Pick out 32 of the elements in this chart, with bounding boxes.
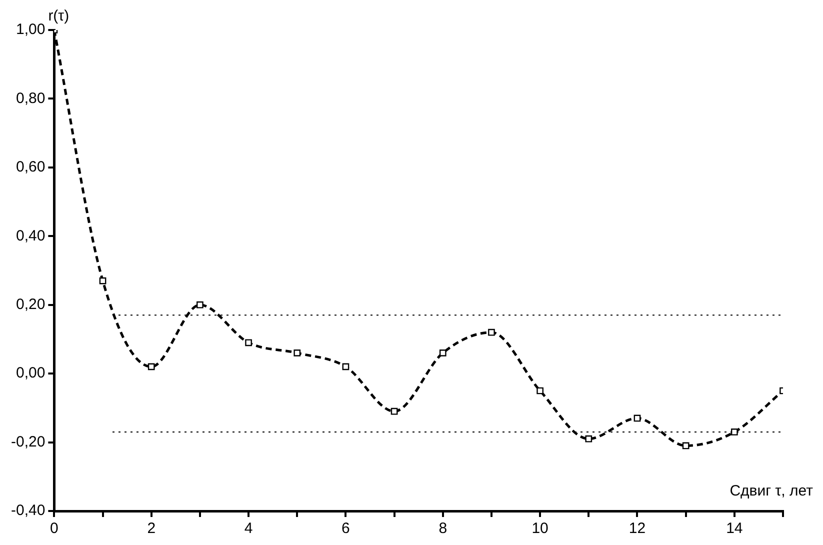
y-tick-label: -0,40 bbox=[10, 502, 46, 520]
y-tick-label: 0,80 bbox=[16, 90, 46, 107]
y-tick-label: -0,20 bbox=[10, 433, 46, 450]
x-tick-label: 2 bbox=[147, 520, 156, 538]
x-tick-label: 8 bbox=[438, 520, 448, 538]
point bbox=[439, 350, 446, 356]
point bbox=[245, 339, 252, 346]
point bbox=[342, 363, 350, 370]
point bbox=[390, 408, 398, 415]
y-tick-label: 0,00 bbox=[16, 364, 46, 382]
x-tick-label: 14 bbox=[726, 520, 743, 538]
y-tick-label: 0,20 bbox=[16, 296, 46, 313]
point bbox=[634, 414, 641, 422]
point bbox=[536, 387, 544, 394]
point bbox=[148, 363, 155, 370]
point bbox=[585, 435, 592, 442]
point bbox=[294, 350, 301, 356]
x-tick-label: 10 bbox=[532, 520, 548, 538]
y-tick-label: 0,60 bbox=[16, 158, 46, 176]
point bbox=[682, 442, 690, 450]
x-tick-label: 0 bbox=[50, 520, 58, 538]
x-tick-label: 12 bbox=[628, 520, 646, 538]
y-axis-title: r(τ) bbox=[48, 8, 70, 25]
y-tick-label: 0,40 bbox=[16, 227, 46, 244]
point bbox=[99, 277, 106, 284]
x-axis-title: Сдвиг τ, лет bbox=[730, 482, 814, 500]
y-tick-label: 1,00 bbox=[16, 21, 46, 38]
point bbox=[730, 428, 738, 436]
x-tick-label: 4 bbox=[244, 520, 253, 538]
point bbox=[488, 328, 495, 336]
point bbox=[196, 301, 204, 308]
x-tick-label: 6 bbox=[342, 520, 350, 538]
